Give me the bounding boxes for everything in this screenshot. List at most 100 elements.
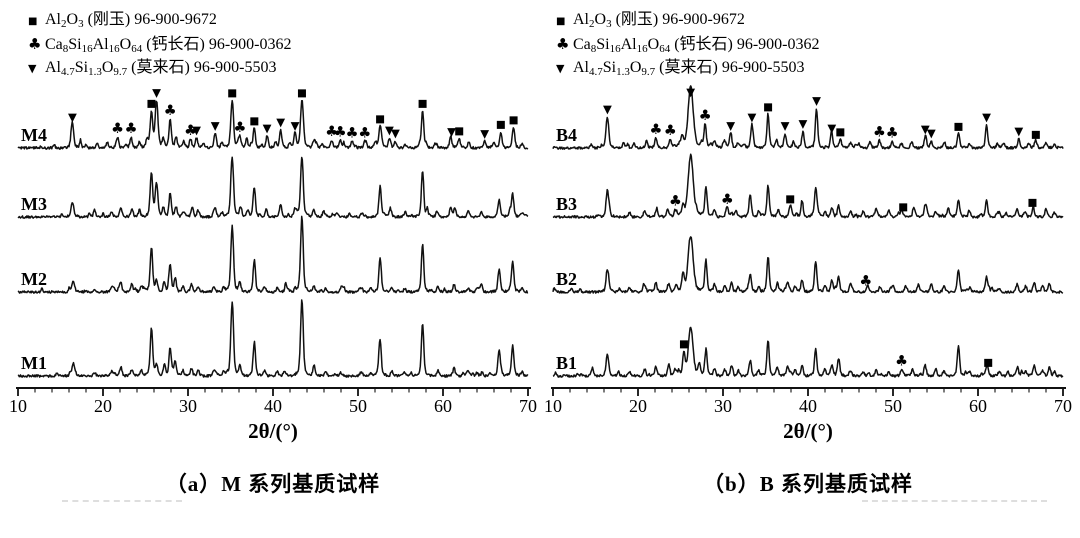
tick-label: 40 [799, 396, 817, 416]
tick-label: 20 [94, 396, 112, 416]
legend-text: Al2O3 (刚玉) 96-900-9672 [573, 11, 745, 30]
peak-marker-anorthite-icon: ♣ [886, 125, 899, 141]
legend-item-anorthite: ♣ Ca8Si16Al16O64 (钙长石) 96-900-0362 [28, 33, 292, 56]
legend-text: Al4.7Si1.3O9.7 (莫来石) 96-900-5503 [573, 59, 805, 78]
x-axis-a: 10 20 30 40 50 60 70 2θ/(°) [9, 387, 537, 443]
peak-marker-corundum-icon: ■ [509, 114, 519, 126]
trace-label-M3: M3 [21, 194, 47, 214]
trace-B1: B1 ■ ♣ ■ [552, 326, 1064, 378]
peak-marker-mullite-icon: ▼ [391, 126, 400, 140]
legend-item-corundum: ■ Al2O3 (刚玉) 96-900-9672 [556, 8, 820, 33]
trace-M2: M2 [17, 215, 529, 294]
peak-marker-mullite-icon: ▼ [152, 85, 161, 99]
x-axis-b: 10 20 30 40 50 60 70 2θ/(°) [544, 387, 1072, 443]
trace-B4: B4▼♣ ♣▼♣▼▼■▼ ▼▼▼ ■ ♣ ♣ ▼▼ ■▼▼ ■ [552, 85, 1064, 150]
peak-marker-anorthite-icon: ♣ [164, 103, 177, 119]
panel-b: B4▼♣ ♣▼♣▼▼■▼ ▼▼▼ ■ ♣ ♣ ▼▼ ■▼▼ ■B3 ♣ ♣ ■■ ■B2 ♣B1■♣ ■10… [544, 85, 1072, 443]
peak-marker-mullite-icon: ▼ [385, 123, 394, 137]
trace-B2: B2 ♣ [552, 236, 1064, 294]
corundum-symbol-icon: ■ [28, 16, 38, 27]
peak-marker-anorthite-icon: ♣ [649, 122, 662, 138]
peak-marker-anorthite-icon: ♣ [699, 108, 712, 124]
peak-marker-corundum-icon: ■ [227, 87, 237, 99]
peak-markers-B4: ▼♣ ♣▼♣▼▼■▼ ▼▼▼ ■ ♣ ♣ ▼▼ ■▼▼ ■ [603, 85, 1041, 141]
peak-marker-corundum-icon: ■ [297, 87, 307, 99]
peak-marker-anorthite-icon: ♣ [325, 124, 338, 140]
peak-markers-M4: ▼♣ ♣■▼♣♣▼ ▼■♣ ■ ▼ ▼ ▼■♣♣♣ ♣■▼▼■▼■ ▼■ ■ [68, 85, 519, 141]
tick-label: 50 [349, 396, 367, 416]
peak-marker-mullite-icon: ▼ [747, 110, 756, 124]
trace-label-B3: B3 [556, 194, 577, 214]
peak-marker-mullite-icon: ▼ [827, 121, 836, 135]
legend-text: Ca8Si16Al16O64 (钙长石) 96-900-0362 [45, 36, 292, 55]
legend-panel-b: ■ Al2O3 (刚玉) 96-900-9672 ♣ Ca8Si16Al16O64 (… [556, 8, 820, 80]
tick-label: 20 [629, 396, 647, 416]
peak-markers-B2: ♣ [859, 274, 872, 290]
legend-item-anorthite: ♣ Ca8Si16Al16O64 (钙长石) 96-900-0362 [556, 33, 820, 56]
peak-marker-mullite-icon: ▼ [927, 126, 936, 140]
peak-marker-corundum-icon: ■ [835, 126, 845, 138]
peak-marker-anorthite-icon: ♣ [895, 353, 908, 369]
corundum-symbol-icon: ■ [556, 16, 566, 27]
peak-marker-anorthite-icon: ♣ [125, 121, 138, 137]
peak-marker-corundum-icon: ■ [1027, 196, 1037, 208]
peak-marker-mullite-icon: ▼ [982, 110, 991, 124]
peak-marker-mullite-icon: ▼ [263, 121, 272, 135]
tick-label: 30 [179, 396, 197, 416]
peak-marker-anorthite-icon: ♣ [111, 121, 124, 137]
peak-marker-mullite-icon: ▼ [192, 123, 201, 137]
tick-label: 60 [969, 396, 987, 416]
peak-marker-corundum-icon: ■ [249, 115, 259, 127]
tick-label: 30 [714, 396, 732, 416]
peak-marker-anorthite-icon: ♣ [184, 123, 197, 139]
peak-marker-corundum-icon: ■ [418, 98, 428, 110]
peak-marker-corundum-icon: ■ [454, 125, 464, 137]
tick-label: 40 [264, 396, 282, 416]
trace-line-M4 [17, 99, 529, 150]
tick-label: 10 [544, 396, 562, 416]
legend-text: Ca8Si16Al16O64 (钙长石) 96-900-0362 [573, 36, 820, 55]
legend-text: Al2O3 (刚玉) 96-900-9672 [45, 11, 217, 30]
peak-marker-anorthite-icon: ♣ [721, 192, 734, 208]
legend-item-mullite: ▼ Al4.7Si1.3O9.7 (莫来石) 96-900-5503 [556, 56, 820, 80]
trace-label-B1: B1 [556, 353, 577, 373]
trace-line-B4 [552, 85, 1064, 150]
tick-label: 70 [519, 396, 537, 416]
peak-marker-corundum-icon: ■ [953, 121, 963, 133]
peak-marker-corundum-icon: ■ [898, 201, 908, 213]
mullite-symbol-icon: ▼ [28, 62, 37, 75]
trace-line-B1 [552, 326, 1064, 378]
peak-marker-mullite-icon: ▼ [603, 102, 612, 116]
trace-label-M1: M1 [21, 353, 47, 373]
tick-label: 10 [9, 396, 27, 416]
peak-marker-corundum-icon: ■ [983, 356, 993, 368]
x-axis-title: 2θ/(°) [248, 419, 298, 443]
peak-marker-anorthite-icon: ♣ [233, 120, 246, 136]
peak-markers-B1: ■ ♣ ■ [679, 338, 993, 370]
peak-marker-corundum-icon: ■ [763, 101, 773, 113]
caption-panel-b: （b）B 系列基质试样 [703, 472, 913, 496]
peak-marker-anorthite-icon: ♣ [358, 125, 371, 141]
tick-label: 70 [1054, 396, 1072, 416]
legend-panel-a: ■ Al2O3 (刚玉) 96-900-9672 ♣ Ca8Si16Al16O64 (… [28, 8, 292, 80]
peak-marker-mullite-icon: ▼ [480, 126, 489, 140]
peak-marker-mullite-icon: ▼ [276, 115, 285, 129]
trace-M3: M3 [17, 156, 529, 219]
peak-markers-B3: ♣ ♣ ■ ■ ■ [669, 192, 1037, 213]
peak-marker-corundum-icon: ■ [496, 118, 506, 130]
scan-artifact-left [62, 500, 182, 502]
peak-marker-mullite-icon: ▼ [798, 116, 807, 130]
trace-B3: B3 ♣ ♣ ■ ■ ■ [552, 153, 1064, 219]
peak-marker-anorthite-icon: ♣ [873, 124, 886, 140]
anorthite-symbol-icon: ♣ [28, 35, 42, 53]
peak-marker-anorthite-icon: ♣ [859, 274, 872, 290]
caption-panel-a: （a）M 系列基质试样 [165, 472, 381, 496]
peak-marker-mullite-icon: ▼ [211, 119, 220, 133]
trace-line-B2 [552, 236, 1064, 294]
legend-text: Al4.7Si1.3O9.7 (莫来石) 96-900-5503 [45, 59, 277, 78]
peak-marker-mullite-icon: ▼ [68, 110, 77, 124]
peak-marker-corundum-icon: ■ [679, 338, 689, 350]
